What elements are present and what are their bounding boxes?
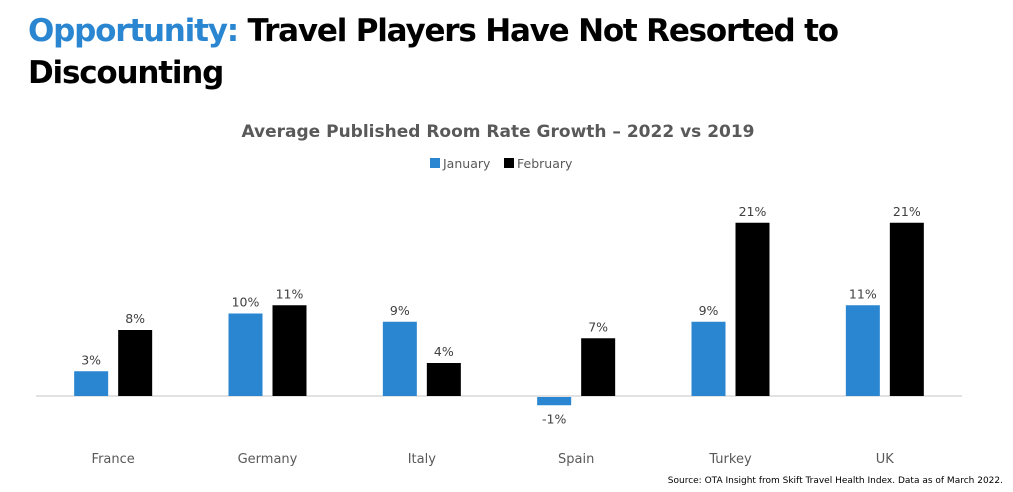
category-label-france: France (92, 452, 135, 467)
category-label-germany: Germany (238, 452, 298, 467)
category-label-uk: UK (876, 452, 895, 467)
bar-february-uk (889, 222, 924, 396)
category-labels: France Germany Italy Spain Turkey UK (92, 452, 895, 467)
data-label-february-germany: 11% (276, 286, 304, 301)
data-label-february-uk: 21% (893, 204, 921, 219)
bar-february-france (118, 330, 153, 396)
data-labels: 3% 8% 10% 11% 9% 4% -1% 7% 9% 21% 11% 21% (81, 204, 921, 427)
bar-january-spain (537, 397, 572, 406)
source-note: Source: OTA Insight from Skift Travel He… (667, 476, 1003, 486)
bar-january-italy (382, 321, 417, 396)
bar-february-spain (581, 338, 616, 396)
legend-label-february: February (517, 156, 573, 171)
title-line1: Travel Players Have Not Resorted to (237, 13, 840, 49)
data-label-january-italy: 9% (390, 303, 410, 318)
data-label-january-france: 3% (81, 352, 101, 367)
data-label-february-france: 8% (125, 311, 145, 326)
category-label-italy: Italy (408, 452, 437, 467)
legend: January February (430, 156, 573, 171)
legend-label-january: January (442, 156, 491, 171)
bar-january-france (74, 371, 109, 396)
category-label-spain: Spain (558, 452, 594, 467)
legend-swatch-february (504, 158, 514, 168)
data-label-january-germany: 10% (232, 295, 260, 310)
bar-february-turkey (735, 222, 770, 396)
bar-february-germany (272, 305, 307, 396)
data-label-january-spain: -1% (542, 411, 566, 426)
bar-january-uk (845, 305, 880, 396)
bar-february-italy (426, 363, 461, 396)
chart-title: Average Published Room Rate Growth – 202… (241, 122, 754, 142)
data-label-february-turkey: 21% (739, 204, 767, 219)
data-label-january-uk: 11% (849, 286, 877, 301)
bars (74, 222, 924, 406)
legend-swatch-january (430, 158, 440, 168)
title-accent: Opportunity: (28, 13, 239, 49)
slide-title: Opportunity: Travel Players Have Not Res… (28, 10, 928, 94)
data-label-february-spain: 7% (588, 319, 608, 334)
category-label-turkey: Turkey (708, 452, 752, 467)
title-line2: Discounting (28, 55, 224, 91)
data-label-january-turkey: 9% (699, 303, 719, 318)
bar-january-turkey (691, 321, 726, 396)
bar-january-germany (228, 313, 263, 396)
data-label-february-italy: 4% (434, 344, 454, 359)
